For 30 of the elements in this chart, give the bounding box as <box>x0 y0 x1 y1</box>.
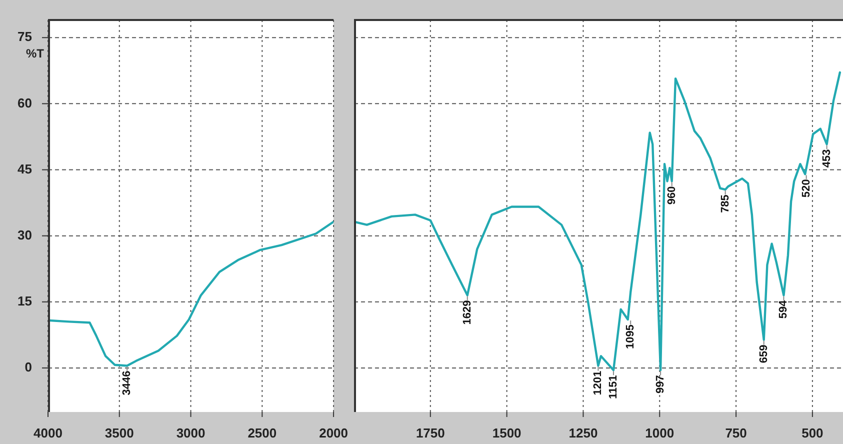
annotation: 785 <box>719 194 732 213</box>
x-tick-label: 2000 <box>319 425 348 440</box>
annotation: 1151 <box>608 375 620 400</box>
annotation: 1629 <box>461 300 474 325</box>
annotation: 997 <box>654 375 667 394</box>
x-tick-label: 1750 <box>416 425 445 440</box>
y-tick-label: 0 <box>24 360 32 375</box>
x-tick-label: 2500 <box>248 425 277 440</box>
y-tick-label: 75 <box>18 29 32 44</box>
annotation: 453 <box>820 149 833 168</box>
x-tick-label: 3500 <box>104 425 134 440</box>
annotation: 1095 <box>624 324 637 349</box>
annotation: 659 <box>758 344 770 364</box>
annotation: 520 <box>800 179 812 198</box>
x-tick-label: 750 <box>725 425 747 440</box>
x-tick-label: 4000 <box>34 425 62 440</box>
x-tick-label: 1000 <box>645 425 674 440</box>
y-tick-label: 60 <box>18 95 32 110</box>
x-tick-label: 1250 <box>568 425 598 440</box>
y-tick-label: 30 <box>18 227 32 242</box>
annotation: 3446 <box>121 370 134 396</box>
y-tick-label: 15 <box>18 293 32 308</box>
annotation: 960 <box>666 186 678 205</box>
x-tick-label: 1500 <box>492 425 522 440</box>
annotation: 594 <box>778 299 790 319</box>
annotation: 1201 <box>592 370 604 396</box>
y-tick-label: 45 <box>18 161 32 176</box>
x-tick-label: 500 <box>802 425 824 440</box>
x-tick-label: 3000 <box>176 425 206 440</box>
y-axis-title: %T <box>26 46 45 60</box>
